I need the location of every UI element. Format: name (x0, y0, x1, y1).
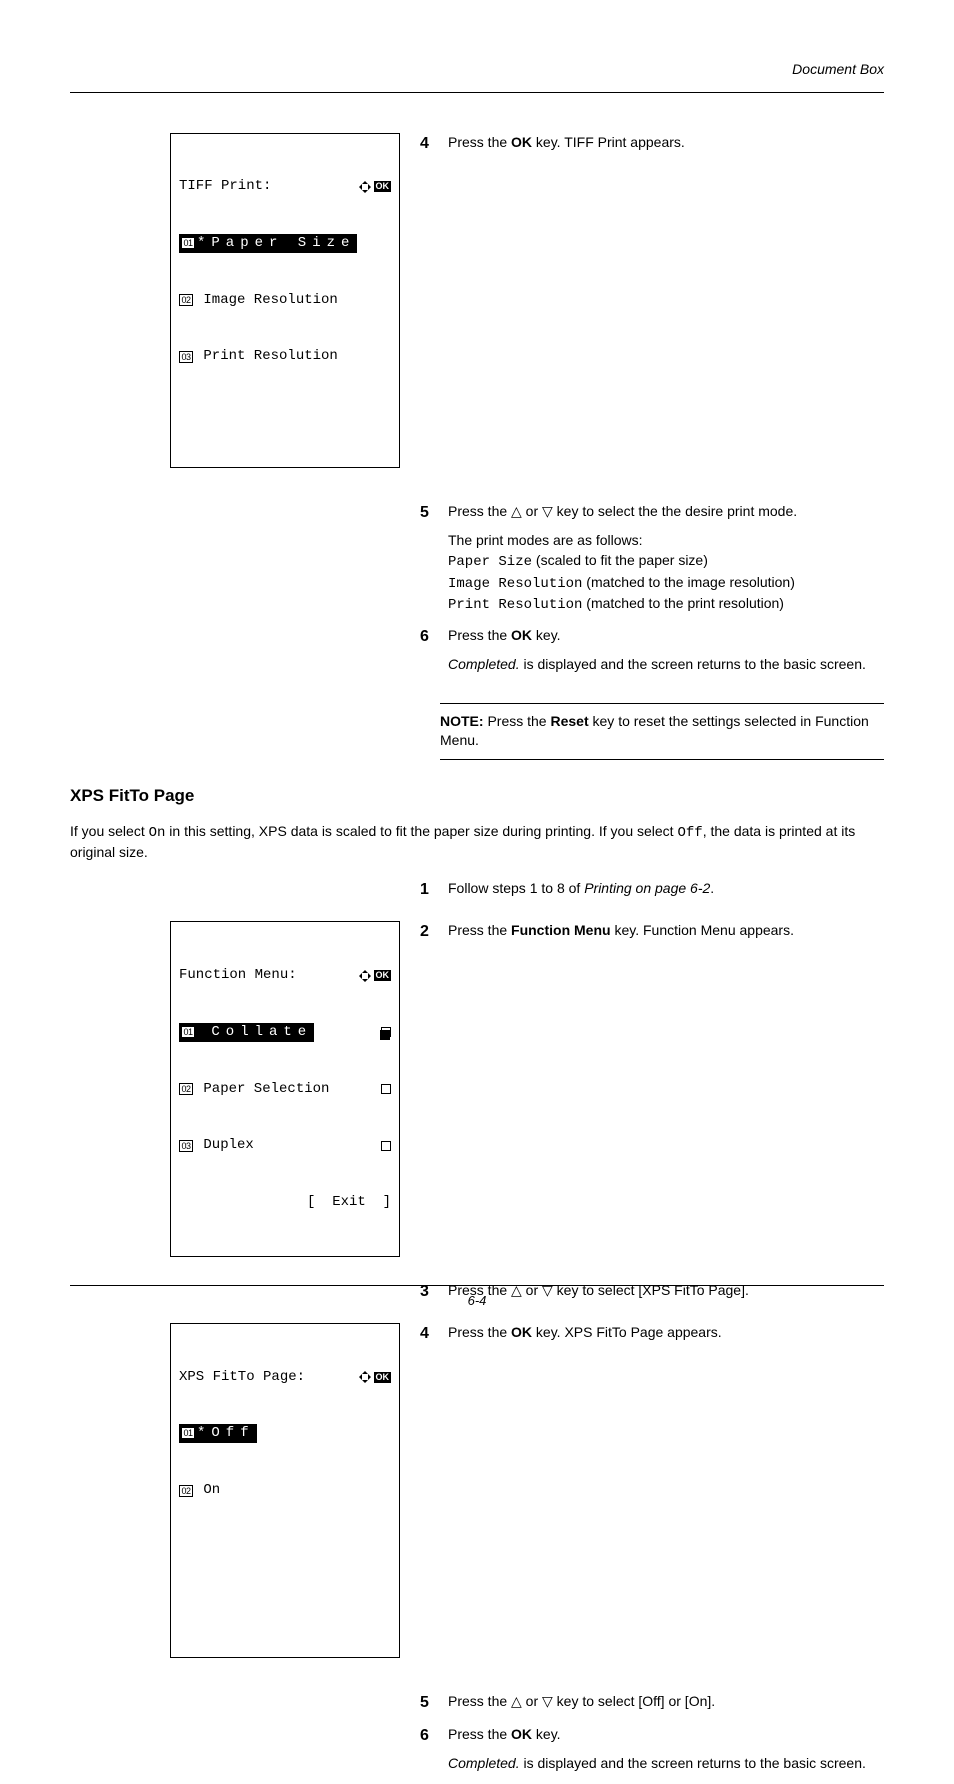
step4-text: Press the OK key. TIFF Print appears. (448, 133, 884, 155)
glyph-filled-icon (381, 1027, 391, 1037)
stepb1-num: 1 (420, 879, 436, 901)
lcd3-line1: 01*Off (179, 1424, 391, 1443)
lcd2-num1: 01 (181, 1026, 195, 1038)
step6-num: 6 (420, 626, 436, 675)
glyph-box-icon (381, 1084, 391, 1094)
row-lcd2: Function Menu: OK 01 Collate 02 Paper Se… (70, 921, 884, 1256)
lcd1-text2: Image Resolution (195, 291, 338, 310)
row-steps56: 5 Press the △ or ▽ key to select the the… (70, 502, 884, 685)
step6-text: Press the OK key. Completed. is displaye… (448, 626, 884, 675)
section-xps-intro: If you select On in this setting, XPS da… (70, 822, 884, 863)
lcd2-num2: 02 (179, 1083, 193, 1095)
page-number: 6-4 (468, 1293, 487, 1308)
stepb2-text: Press the Function Menu key. Function Me… (448, 921, 884, 943)
lcd1-line1: 01*Paper Size (179, 234, 391, 253)
lcd1-title: TIFF Print: (179, 177, 271, 196)
lcd1-line2: 02 Image Resolution (179, 291, 391, 310)
nav-ok-icon-2: OK (358, 969, 392, 983)
lcd1-line3: 03 Print Resolution (179, 347, 391, 366)
stepb6-text: Press the OK key. Completed. is displaye… (448, 1725, 884, 1774)
lcd-tiff-print: TIFF Print: OK 01*Paper Size 02 Image Re… (170, 133, 400, 468)
footer: 6-4 (0, 1285, 954, 1310)
step4-col: 4 Press the OK key. TIFF Print appears. (420, 133, 884, 468)
lcd2-text2: Paper Selection (195, 1080, 329, 1099)
stepb5-num: 5 (420, 1692, 436, 1714)
lcd3-text1: *Off (197, 1425, 255, 1441)
lcd2-exit: [ Exit ] (307, 1193, 391, 1212)
step5-text: Press the △ or ▽ key to select the the d… (448, 502, 884, 616)
lcd3-num1: 01 (181, 1427, 195, 1439)
lcd3-num2: 02 (179, 1485, 193, 1497)
lcd2-line1: 01 Collate (179, 1023, 391, 1042)
section-xps-title: XPS FitTo Page (70, 784, 884, 808)
lcd1-num1: 01 (181, 237, 195, 249)
lcd2-line3: 03 Duplex (179, 1136, 391, 1155)
lcd2-num3: 03 (179, 1140, 193, 1152)
footer-rule (70, 1285, 884, 1286)
lcd2-text3: Duplex (195, 1136, 254, 1155)
stepb6-num: 6 (420, 1725, 436, 1774)
row-steps12: 1 Follow steps 1 to 8 of Printing on pag… (70, 879, 884, 911)
lcd3-title: XPS FitTo Page: (179, 1368, 305, 1387)
lcd1-num3: 03 (179, 351, 193, 363)
lcd3-text2: On (195, 1481, 220, 1500)
lcd1-text1: *Paper Size (197, 235, 355, 251)
lcd3-line2: 02 On (179, 1481, 391, 1500)
row-lcd1: TIFF Print: OK 01*Paper Size 02 Image Re… (70, 133, 884, 468)
row-lcd3: XPS FitTo Page: OK 01*Off 02 On 4 Press … (70, 1323, 884, 1658)
stepb2-num: 2 (420, 921, 436, 943)
lcd1-text3: Print Resolution (195, 347, 338, 366)
lcd2-line2: 02 Paper Selection (179, 1080, 391, 1099)
lcd2-title: Function Menu: (179, 966, 297, 985)
stepb4-text: Press the OK key. XPS FitTo Page appears… (448, 1323, 884, 1345)
lcd1-num2: 02 (179, 294, 193, 306)
glyph-box-icon-2 (381, 1141, 391, 1151)
lcd1-col: TIFF Print: OK 01*Paper Size 02 Image Re… (70, 133, 400, 468)
header-rule (70, 92, 884, 93)
stepb4-num: 4 (420, 1323, 436, 1345)
stepb5-text: Press the △ or ▽ key to select [Off] or … (448, 1692, 884, 1714)
note-box: NOTE: Press the Reset key to reset the s… (440, 703, 884, 760)
row-stepsb56: 5 Press the △ or ▽ key to select [Off] o… (70, 1692, 884, 1784)
nav-ok-icon-3: OK (358, 1370, 392, 1384)
step4-num: 4 (420, 133, 436, 155)
stepb1-text: Follow steps 1 to 8 of Printing on page … (448, 879, 884, 901)
nav-ok-icon: OK (358, 180, 392, 194)
lcd-function-menu: Function Menu: OK 01 Collate 02 Paper Se… (170, 921, 400, 1256)
lcd-xps-fitto: XPS FitTo Page: OK 01*Off 02 On (170, 1323, 400, 1658)
step5-sub1: The print modes are as follows: (448, 531, 884, 551)
step5-num: 5 (420, 502, 436, 616)
lcd2-text1: Collate (197, 1024, 312, 1040)
header-section: Document Box (70, 60, 884, 80)
